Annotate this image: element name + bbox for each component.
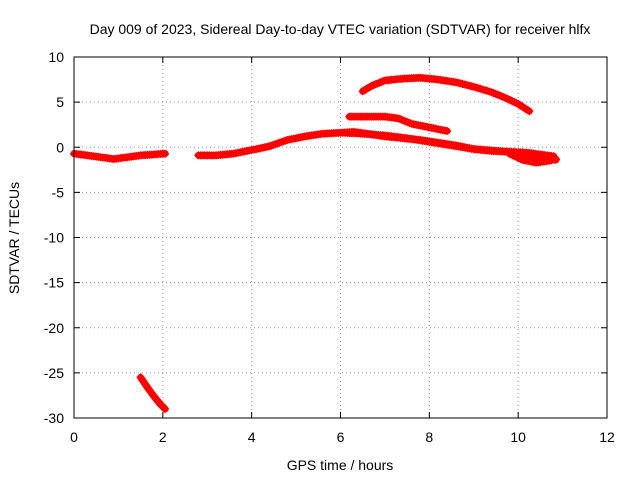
chart-title: Day 009 of 2023, Sidereal Day-to-day VTE…	[90, 21, 591, 37]
x-tick-label: 8	[425, 429, 433, 445]
series-track-4	[358, 73, 534, 116]
series-track-5	[345, 112, 452, 135]
series-track-7	[505, 149, 560, 167]
y-tick-label: 10	[48, 49, 64, 65]
tick-labels: 0 2 4 6 8 10 12 10 5 0 -5 -10 -15 -20 -25 -30	[44, 49, 615, 445]
series-markers	[136, 373, 170, 413]
x-tick-label: 12	[599, 429, 615, 445]
x-tick-label: 10	[510, 429, 526, 445]
x-tick-label: 4	[248, 429, 256, 445]
series-layer	[70, 73, 560, 413]
series-track-2	[136, 373, 170, 413]
x-tick-label: 2	[159, 429, 167, 445]
y-tick-label: -5	[52, 184, 65, 200]
x-tick-label: 6	[337, 429, 345, 445]
y-axis-label: SDTVAR / TECUs	[6, 182, 22, 294]
y-tick-label: -10	[44, 230, 64, 246]
series-markers	[505, 149, 560, 167]
series-markers	[345, 112, 452, 135]
x-tick-label: 0	[70, 429, 78, 445]
y-tick-label: -15	[44, 275, 64, 291]
x-axis-label: GPS time / hours	[287, 457, 394, 473]
y-tick-label: 5	[56, 94, 64, 110]
series-track-1	[70, 149, 170, 163]
ticks	[73, 56, 608, 419]
y-tick-label: -25	[44, 365, 64, 381]
y-tick-label: -30	[44, 410, 64, 426]
y-tick-label: -20	[44, 320, 64, 336]
y-tick-label: 0	[56, 139, 64, 155]
series-markers	[358, 73, 534, 116]
